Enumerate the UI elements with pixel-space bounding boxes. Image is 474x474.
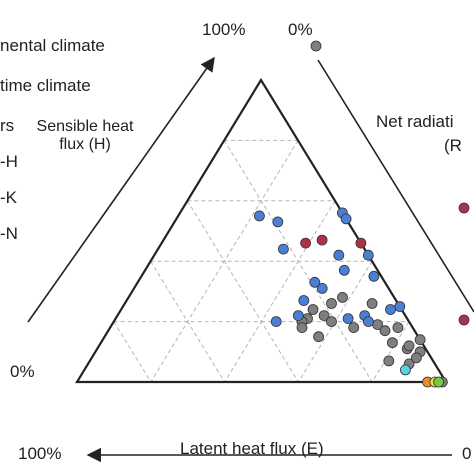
grid-line-r xyxy=(150,140,299,383)
data-point-outside-gray xyxy=(310,40,322,52)
grid-line-e xyxy=(186,200,299,383)
data-point-blue xyxy=(272,216,284,228)
data-point-gray xyxy=(392,322,404,334)
legend-item-others: rs xyxy=(0,116,15,135)
data-point-blue xyxy=(342,313,354,325)
data-point-gray xyxy=(379,325,391,337)
grid-line-e xyxy=(223,140,373,383)
latent-axis-min: 0 xyxy=(462,444,472,463)
data-point-blue xyxy=(253,210,265,222)
data-point-gray xyxy=(296,322,308,334)
data-point-blue xyxy=(368,270,380,282)
data-point-red xyxy=(316,234,328,246)
data-point-gray xyxy=(337,291,348,303)
data-point-gray xyxy=(366,298,378,309)
data-point-red xyxy=(355,237,367,249)
net-radiation-axis-title-line1: Net radiati xyxy=(376,112,454,131)
sensible-axis-min: 0% xyxy=(10,362,35,381)
data-point-cyan xyxy=(399,364,411,376)
data-point-blue xyxy=(362,249,374,261)
sensible-axis-title: Sensible heat flux (H) xyxy=(10,118,160,155)
data-point-outside-red xyxy=(458,202,470,214)
grid-line-r xyxy=(224,200,336,383)
net-radiation-axis-min: 0% xyxy=(288,20,313,39)
sensible-axis-arrow xyxy=(27,56,215,323)
triangle-outline xyxy=(75,77,448,384)
data-point-blue xyxy=(394,301,406,312)
grid-line-e xyxy=(113,321,152,383)
data-point-green xyxy=(433,376,445,388)
net-radiation-axis-title-line2: (R xyxy=(444,136,462,155)
data-point-blue xyxy=(338,264,350,276)
data-point-red xyxy=(300,237,312,249)
legend-item-h: -H xyxy=(0,152,18,171)
data-point-outside-red xyxy=(458,314,470,326)
data-point-gray xyxy=(326,316,337,328)
grid-line-r xyxy=(371,321,410,383)
data-point-blue xyxy=(309,276,321,288)
data-point-gray xyxy=(348,322,360,334)
data-point-blue xyxy=(385,304,396,315)
legend-item-k: -K xyxy=(0,188,17,207)
data-point-gray xyxy=(386,337,398,349)
data-point-blue xyxy=(340,213,352,225)
data-point-gray xyxy=(307,304,319,315)
latent-axis-max: 100% xyxy=(18,444,62,463)
data-point-blue xyxy=(270,316,282,328)
latent-axis-title: Latent heat flux (E) xyxy=(180,439,324,458)
data-point-blue xyxy=(333,249,345,261)
sensible-axis-title-line1: Sensible heat xyxy=(36,118,134,135)
data-point-gray xyxy=(410,352,422,364)
legend-item-continental: nental climate xyxy=(0,36,105,55)
legend-item-n: -N xyxy=(0,224,18,243)
data-point-blue xyxy=(316,282,328,294)
data-point-gray xyxy=(403,340,415,352)
sensible-axis-max: 100% xyxy=(202,20,246,39)
net-radiation-axis-arrow xyxy=(317,59,474,313)
sensible-axis-title-line2: flux (H) xyxy=(59,136,111,154)
data-point-gray xyxy=(313,331,325,343)
data-point-blue xyxy=(277,243,289,255)
data-point-gray xyxy=(326,298,337,309)
data-point-gray xyxy=(383,355,395,367)
data-point-blue xyxy=(292,310,304,322)
legend-item-maritime: time climate xyxy=(0,76,91,95)
data-point-gray xyxy=(318,310,330,322)
data-point-gray xyxy=(414,334,426,346)
data-point-blue xyxy=(298,295,310,306)
data-point-blue xyxy=(362,316,374,328)
